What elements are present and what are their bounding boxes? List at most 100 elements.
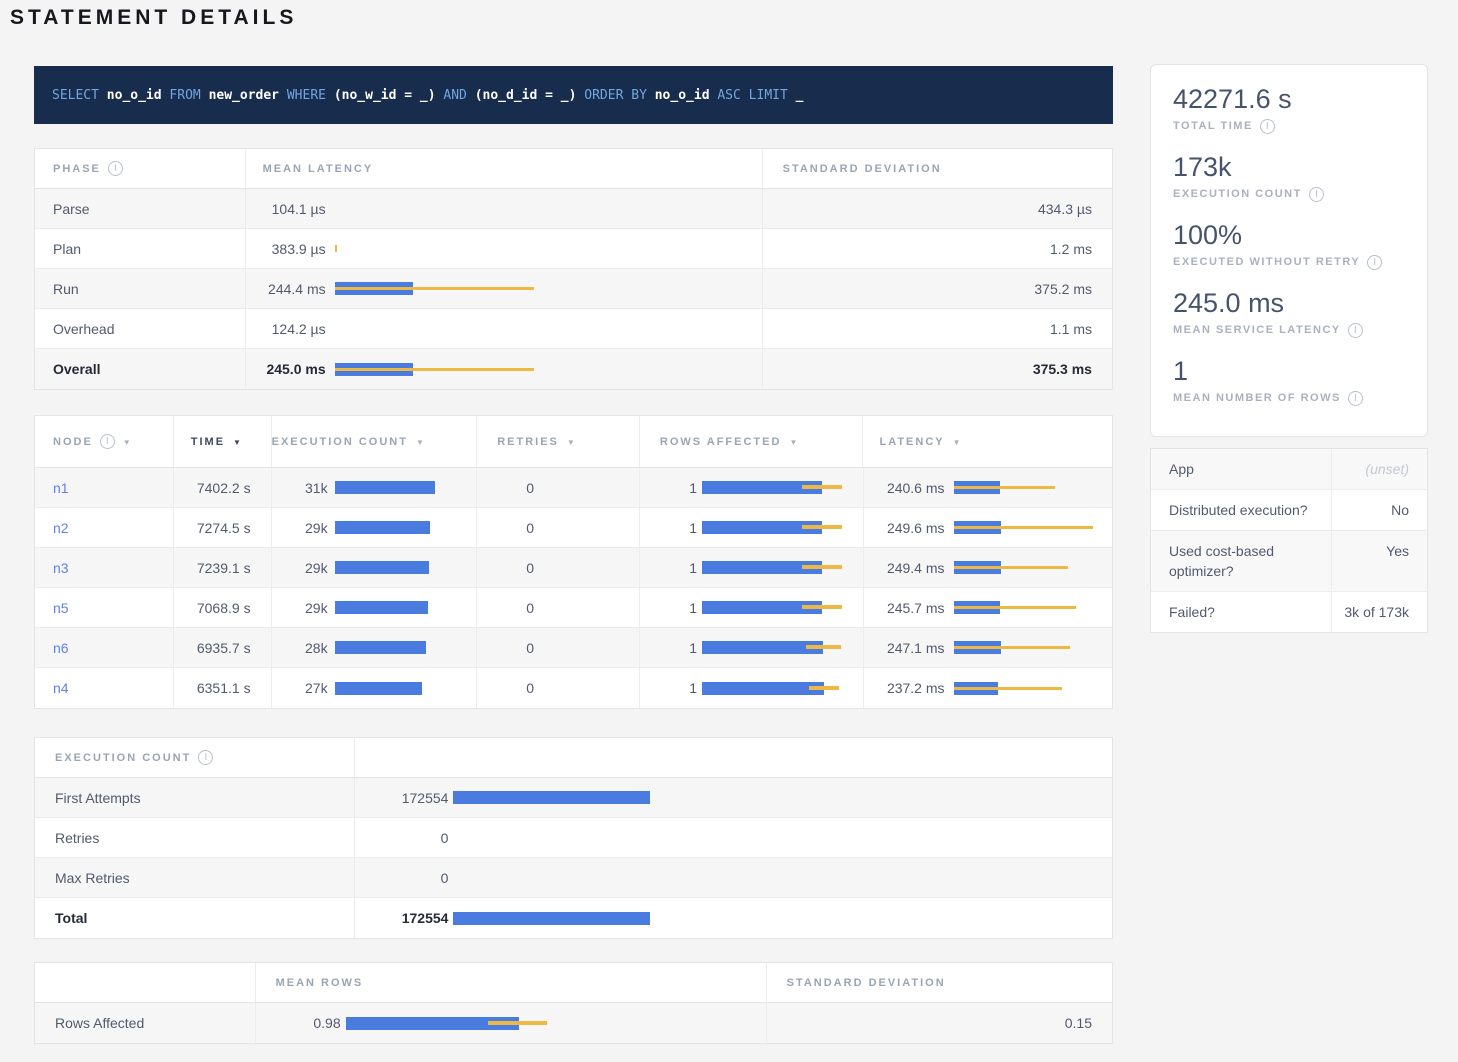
stat-block: 100% Executed without Retry [1173,218,1405,272]
node-exec-count-value: 31k [305,479,328,496]
info-icon[interactable] [107,161,123,176]
node-link[interactable]: n3 [53,559,69,576]
stat-value: 100% [1173,220,1243,250]
latency-bar [953,681,1062,695]
phase-label: Run [35,269,246,308]
node-exec-count-value: 29k [305,559,328,576]
mean-latency-column-header: Mean Latency [246,149,763,188]
info-icon[interactable] [1347,322,1363,338]
sql-statement-box: SELECT no_o_id FROM new_order WHERE (no_… [34,66,1113,124]
node-latency-value: 249.4 ms [886,559,945,576]
std-dev-column-header: Standard Deviation [782,162,942,175]
node-row: n6 6935.7 s 28k 0 1 247.1 ms [35,628,1112,668]
node-time-value: 7274.5 s [174,508,272,547]
node-link[interactable]: n5 [53,599,69,616]
node-table: Node Time Execution Count Retries Rows A… [34,415,1113,709]
stat-label: Mean Service Latency [1173,320,1405,340]
app-detail-value: Yes [1331,531,1427,591]
app-detail-value: No [1331,490,1427,530]
execution-count-value: 172554 [401,910,449,926]
phase-row: Plan 383.9 µs 1.2 ms [35,229,1112,269]
phase-label: Overhead [35,309,246,348]
execution-count-row: Total 172554 [35,898,1112,938]
latency-bar [953,481,1055,494]
mean-rows-value: 0.98 [313,1015,341,1031]
app-detail-label: App [1169,461,1194,477]
latency-bar [953,521,1093,534]
node-latency-value: 237.2 ms [886,680,945,696]
node-latency-value: 249.6 ms [886,519,945,536]
info-icon[interactable] [99,434,115,449]
std-dev-value: 434.3 µs [1037,200,1092,217]
node-rows-affected-value: 1 [689,519,698,536]
node-link[interactable]: n1 [53,479,69,496]
execution-count-value: 0 [440,869,449,886]
node-exec-count-value: 27k [305,680,328,696]
execution-count-column-header[interactable]: Execution Count [272,416,478,467]
stat-value: 173k [1173,152,1232,182]
mean-rows-column-header: Mean Rows [256,963,767,1002]
app-detail-label: Failed? [1169,604,1215,620]
info-icon[interactable] [198,750,214,765]
mean-rows-bar [702,601,843,614]
sql-token: _ [795,87,804,103]
mean-latency-value: 244.4 ms [268,280,326,297]
time-column-header[interactable]: Time [174,416,272,467]
stat-label: Mean Number of Rows [1173,388,1405,408]
node-link[interactable]: n6 [53,639,69,656]
count-bar [334,481,435,494]
info-icon[interactable] [1347,390,1363,406]
sort-caret-icon [233,436,243,448]
node-row: n3 7239.1 s 29k 0 1 249.4 ms [35,548,1112,588]
node-link[interactable]: n2 [53,519,69,536]
sql-token: WHERE [286,87,334,103]
node-exec-count-value: 28k [305,639,328,656]
mean-rows-bar [702,641,842,654]
sort-caret-icon [953,436,963,448]
node-time-value: 7239.1 s [174,548,272,587]
app-details-card: App (unset) Distributed execution? No Us… [1150,448,1428,633]
count-bar [334,561,429,574]
node-row: n1 7402.2 s 31k 0 1 240.6 ms [35,468,1112,508]
node-column-header[interactable]: Node [35,416,174,467]
info-icon[interactable] [1259,118,1275,134]
latency-bar [334,362,534,376]
latency-column-header[interactable]: Latency [863,416,1112,467]
latency-bar [334,282,534,295]
node-retries-value: 0 [477,548,641,587]
node-latency-value: 247.1 ms [886,639,945,656]
execution-count-row: Retries 0 [35,818,1112,858]
count-bar [334,681,422,695]
page-title: Statement Details [10,6,298,29]
node-link[interactable]: n4 [53,680,69,696]
mean-rows-bar [702,561,843,574]
mean-latency-value: 383.9 µs [271,240,326,257]
node-row: n4 6351.1 s 27k 0 1 237.2 ms [35,668,1112,708]
node-retries-value: 0 [477,588,641,627]
sort-caret-icon [567,436,577,448]
sql-token: no_o_id [654,87,718,103]
sql-token: ASC LIMIT [717,87,796,103]
stat-value: 42271.6 s [1173,84,1292,114]
node-time-value: 6935.7 s [174,628,272,667]
app-detail-row: Used cost-based optimizer? Yes [1151,531,1427,592]
node-time-value: 7402.2 s [174,468,272,507]
rows-affected-column-header[interactable]: Rows Affected [640,416,864,467]
stats-list: 42271.6 s Total Time 173k Execution Coun… [1173,82,1405,408]
app-detail-value: 3k of 173k [1331,592,1427,632]
count-bar [334,521,430,534]
node-row: n2 7274.5 s 29k 0 1 249.6 ms [35,508,1112,548]
retries-column-header[interactable]: Retries [477,416,640,467]
stat-label: Executed without Retry [1173,252,1405,272]
execution-count-table-header: Execution Count [35,738,1112,778]
count-bar [453,911,651,925]
phase-row: Overhead 124.2 µs 1.1 ms [35,309,1112,349]
app-detail-value: (unset) [1331,449,1427,489]
stat-value: 245.0 ms [1173,288,1285,318]
stat-label: Total Time [1173,116,1405,136]
node-rows-affected-value: 1 [689,479,698,496]
execution-count-table-body: First Attempts 172554 Retries 0 Max Retr… [35,778,1112,938]
info-icon[interactable] [1308,186,1324,202]
node-time-value: 7068.9 s [174,588,272,627]
info-icon[interactable] [1367,254,1383,270]
